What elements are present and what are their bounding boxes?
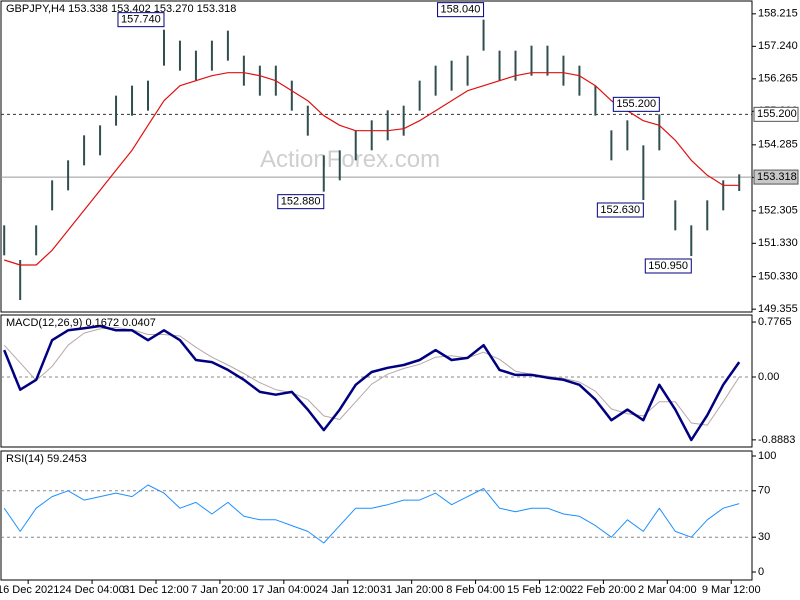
x-tick-label: 24 Dec 04:00: [59, 584, 124, 596]
series-line: [3, 327, 740, 426]
panel: 0.7765 0.00 -0.8883 MACD(12,26,9) 0.1672 0.…: [0, 314, 795, 448]
panel-border: [0, 450, 753, 581]
annotation-box: [612, 96, 660, 112]
panel-title: GBPJPY,H4 153.338 153.402 153.270 153.31…: [6, 3, 236, 15]
panel-border: [0, 0, 753, 313]
annotation-box: [277, 194, 325, 210]
panel-title: MACD(12,26,9) 0.1672 0.0407: [6, 317, 156, 329]
price-tag-label: 155.200: [757, 108, 797, 120]
annotation-box: [596, 202, 644, 218]
annotation-label: 155.200: [616, 98, 656, 110]
y-tick-label: 100: [758, 450, 776, 462]
x-tick-label: 24 Jan 12:00: [316, 584, 380, 596]
y-tick-label: -0.8883: [758, 434, 795, 446]
x-tick-label: 15 Feb 12:00: [507, 584, 572, 596]
annotation-label: 152.880: [281, 196, 321, 208]
x-tick-label: 17 Jan 04:00: [252, 584, 316, 596]
y-tick-label: 0: [758, 566, 764, 578]
annotation-box: [437, 2, 485, 18]
y-tick-label: 156.265: [758, 73, 798, 85]
x-tick-label: 7 Jan 20:00: [191, 584, 249, 596]
y-tick-label: 70: [758, 485, 770, 497]
panel-title: RSI(14) 59.2453: [6, 453, 87, 465]
price-tag-label: 153.318: [757, 171, 797, 183]
x-tick-label: 31 Jan 20:00: [380, 584, 444, 596]
price-tag: [753, 169, 799, 185]
series-line: [3, 324, 741, 442]
x-tick-label: 2 Mar 04:00: [638, 584, 697, 596]
annotation-label: 158.040: [441, 4, 481, 16]
annotation-label: 157.740: [121, 14, 161, 26]
watermark: ActionForex.com: [260, 146, 440, 173]
x-tick-label: 31 Dec 12:00: [123, 584, 188, 596]
panel: ActionForex.com 158.215 157.240 156.265 155.…: [0, 0, 799, 315]
y-tick-label: 152.305: [758, 205, 798, 217]
x-tick-label: 9 Mar 12:00: [702, 584, 761, 596]
annotation-label: 150.950: [648, 260, 688, 272]
series-line: [3, 484, 740, 544]
y-tick-label: 149.355: [758, 303, 798, 315]
y-tick-label: 158.215: [758, 8, 798, 20]
x-tick-label: 16 Dec 2021: [0, 584, 59, 596]
y-tick-label: 151.330: [758, 237, 798, 249]
y-tick-label: 157.240: [758, 40, 798, 52]
y-tick-label: 0.7765: [758, 316, 792, 328]
x-tick-label: 8 Feb 04:00: [446, 584, 505, 596]
y-tick-label: 30: [758, 531, 770, 543]
price-tag: [753, 106, 799, 122]
annotation-box: [644, 258, 692, 274]
y-tick-label: 0.00: [758, 371, 779, 383]
y-tick-label: 150.330: [758, 271, 798, 283]
y-tick-label: 154.285: [758, 139, 798, 151]
annotation-box: [117, 12, 165, 28]
annotation-label: 152.630: [600, 204, 640, 216]
x-tick-label: 22 Feb 20:00: [571, 584, 636, 596]
panel-border: [0, 314, 753, 448]
